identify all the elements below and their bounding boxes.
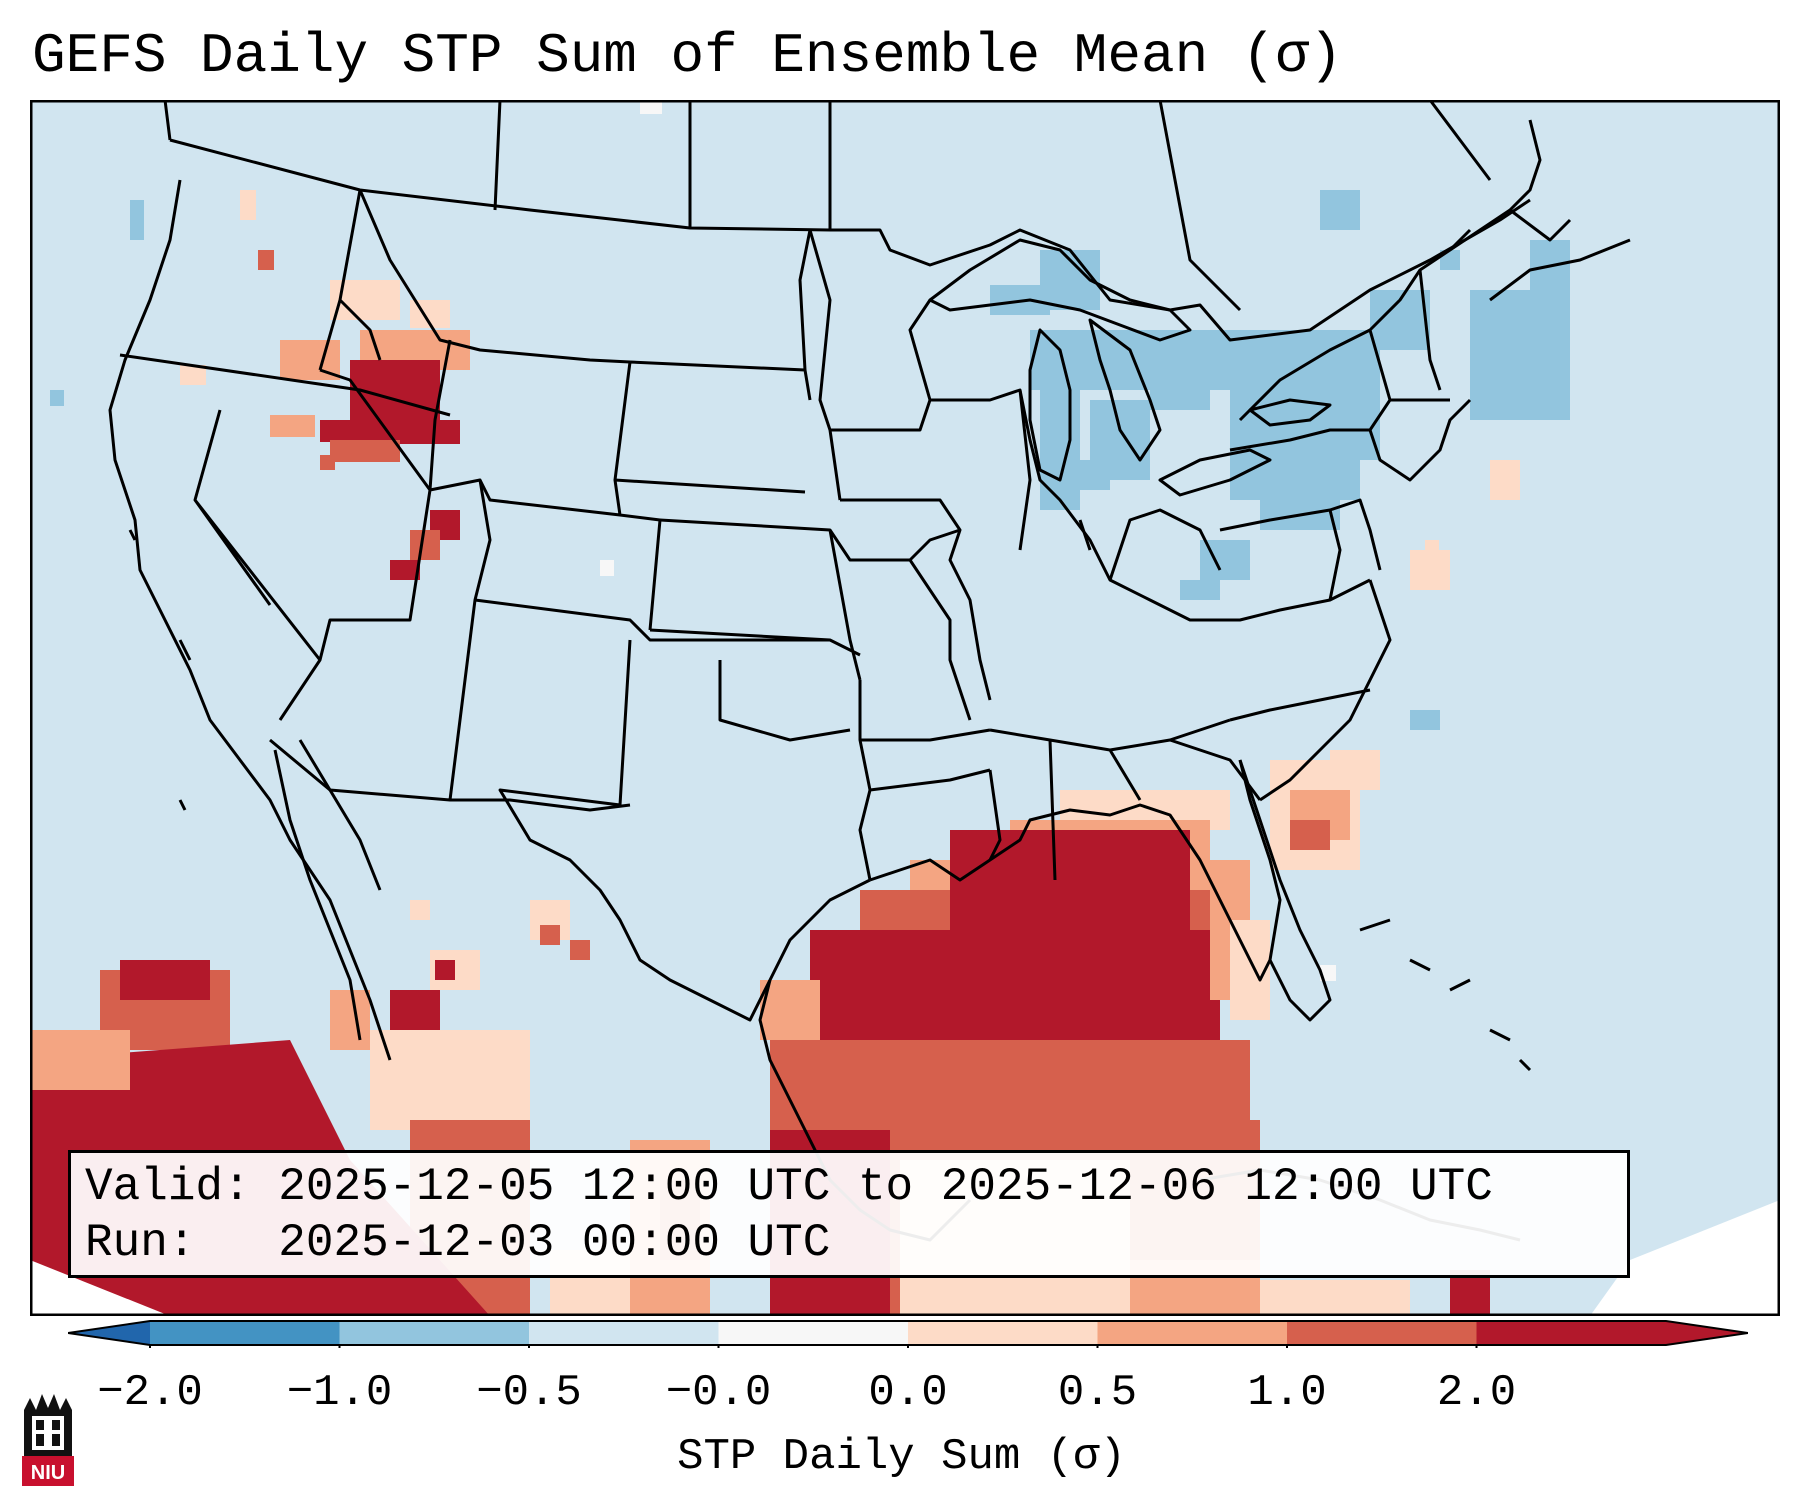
colorbar-segment bbox=[718, 1321, 909, 1345]
colorbar-extend-low bbox=[68, 1321, 150, 1345]
colorbar-tick-lines bbox=[149, 1345, 1478, 1348]
colorbar-segments bbox=[150, 1321, 1667, 1345]
lake-ontario bbox=[1248, 398, 1332, 427]
lake-erie bbox=[1158, 448, 1272, 497]
colorado-white-cell bbox=[600, 560, 614, 576]
bahamas bbox=[1359, 918, 1532, 1072]
bahamas-white-cell bbox=[1320, 965, 1336, 981]
projection-edge-right bbox=[1590, 1200, 1780, 1316]
projection-edge-left bbox=[30, 1260, 170, 1316]
colorbar-tick-label: −0.0 bbox=[665, 1368, 772, 1418]
map-panel[interactable] bbox=[30, 100, 1780, 1316]
map-lines bbox=[108, 100, 1631, 1242]
niu-logo: NIU bbox=[22, 1394, 74, 1486]
niu-logo-text: NIU bbox=[31, 1462, 65, 1484]
baja-coast bbox=[273, 739, 382, 1041]
colorbar-label: STP Daily Sum (σ) bbox=[677, 1432, 1126, 1482]
chart-title: GEFS Daily STP Sum of Ensemble Mean (σ) bbox=[32, 24, 1343, 88]
colorbar-segment bbox=[1097, 1321, 1288, 1345]
run-line: Run: 2025-12-03 00:00 UTC bbox=[85, 1215, 1613, 1271]
colorbar-segment bbox=[339, 1321, 530, 1345]
florida-coast bbox=[1238, 759, 1332, 1022]
map-border bbox=[30, 100, 1780, 1316]
west-coast bbox=[108, 179, 392, 1061]
colorbar bbox=[68, 1320, 1748, 1348]
lake-superior bbox=[928, 238, 1192, 342]
colorbar-segment bbox=[908, 1321, 1098, 1345]
lake-huron bbox=[1088, 318, 1162, 462]
colorbar-extend-high bbox=[1666, 1321, 1748, 1345]
colorbar-tick-label: −2.0 bbox=[97, 1368, 203, 1418]
colorbar-segment bbox=[150, 1321, 340, 1345]
colorbar-segment bbox=[1287, 1321, 1477, 1345]
colorbar-tick-label: 0.0 bbox=[868, 1368, 948, 1418]
colorbar-tick-label: −1.0 bbox=[286, 1368, 393, 1418]
valid-line: Valid: 2025-12-05 12:00 UTC to 2025-12-0… bbox=[85, 1159, 1613, 1215]
colorbar-tick-label: 1.0 bbox=[1247, 1368, 1327, 1418]
canada-white-cell bbox=[640, 100, 662, 114]
valid-time-box: Valid: 2025-12-05 12:00 UTC to 2025-12-0… bbox=[68, 1150, 1630, 1278]
colorbar-tick-label: −0.5 bbox=[476, 1368, 582, 1418]
run-label: Run: bbox=[85, 1217, 196, 1269]
lake-michigan bbox=[1028, 328, 1072, 482]
colorbar-tick-label: 0.5 bbox=[1057, 1368, 1138, 1418]
valid-label: Valid: bbox=[85, 1161, 251, 1213]
colorbar-segment bbox=[1476, 1321, 1667, 1345]
map-svg[interactable] bbox=[30, 100, 1780, 1316]
gulf-coast bbox=[869, 759, 1282, 982]
colorbar-segment bbox=[529, 1321, 719, 1345]
run-value: 2025-12-03 00:00 UTC bbox=[278, 1217, 831, 1269]
atlantic-positive-patches bbox=[1270, 460, 1520, 870]
us-canada-border bbox=[163, 100, 1531, 342]
valid-value: 2025-12-05 12:00 UTC to 2025-12-06 12:00… bbox=[278, 1161, 1493, 1213]
colorbar-tick-label: 2.0 bbox=[1436, 1368, 1517, 1418]
